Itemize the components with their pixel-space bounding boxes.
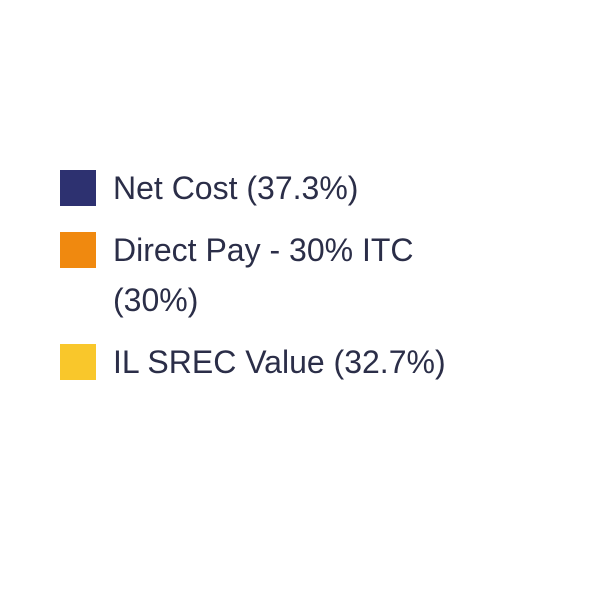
legend-item: IL SREC Value (32.7%) [60, 337, 463, 387]
legend: Net Cost (37.3%) Direct Pay - 30% ITC (30… [60, 163, 463, 387]
legend-label: Net Cost (37.3%) [113, 170, 359, 206]
legend-swatch [60, 170, 96, 206]
legend-swatch [60, 344, 96, 380]
legend-item: Net Cost (37.3%) [60, 163, 463, 213]
legend-item: Direct Pay - 30% ITC (30%) [60, 225, 463, 325]
legend-label: IL SREC Value (32.7%) [113, 344, 446, 380]
legend-swatch [60, 232, 96, 268]
legend-label: Direct Pay - 30% ITC (30%) [113, 232, 414, 318]
